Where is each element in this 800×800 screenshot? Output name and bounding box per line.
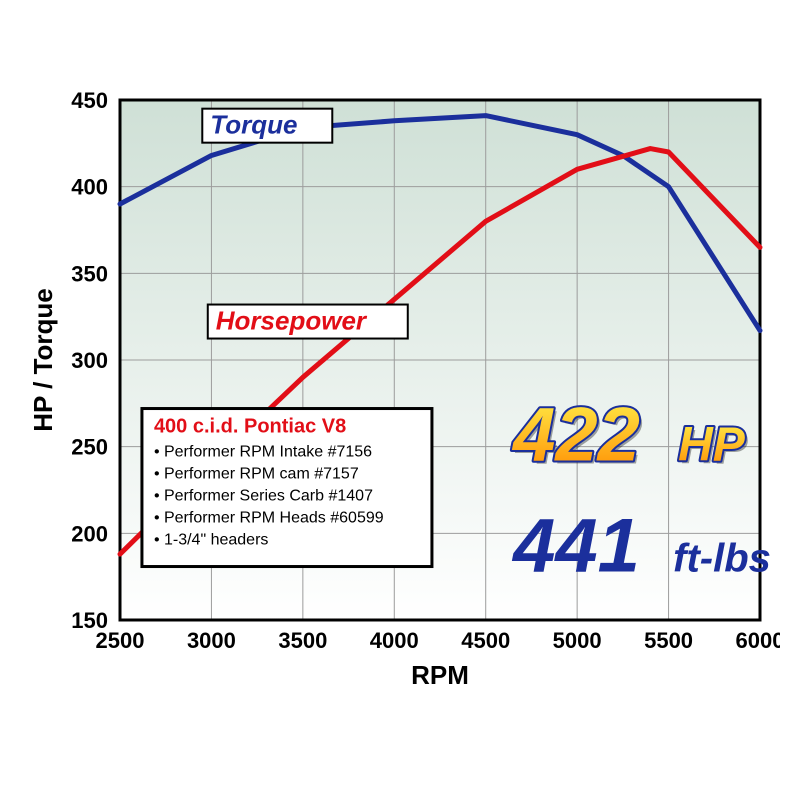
- result-hp-unit: HP: [678, 419, 746, 472]
- x-tick-label: 5500: [644, 628, 693, 653]
- engine-setup-item: • Performer RPM cam #7157: [154, 466, 359, 483]
- result-tq-value: 441: [511, 503, 640, 588]
- engine-setup-item: • Performer RPM Intake #7156: [154, 444, 372, 461]
- result-hp-value: 422: [511, 393, 640, 478]
- x-tick-label: 5000: [553, 628, 602, 653]
- y-tick-label: 300: [71, 348, 108, 373]
- y-tick-label: 200: [71, 521, 108, 546]
- engine-setup-item: • 1-3/4" headers: [154, 532, 268, 549]
- dyno-chart: 2500300035004000450050005500600015020025…: [20, 80, 780, 720]
- x-tick-label: 4500: [461, 628, 510, 653]
- dyno-chart-svg: 2500300035004000450050005500600015020025…: [20, 80, 780, 720]
- y-tick-label: 450: [71, 88, 108, 113]
- y-axis-label: HP / Torque: [28, 288, 58, 432]
- engine-setup-title: 400 c.i.d. Pontiac V8: [154, 416, 346, 438]
- y-tick-label: 150: [71, 608, 108, 633]
- y-tick-label: 250: [71, 435, 108, 460]
- y-tick-label: 400: [71, 175, 108, 200]
- engine-setup-item: • Performer RPM Heads #60599: [154, 510, 384, 527]
- result-tq-unit: ft-lbs: [673, 536, 771, 580]
- x-tick-label: 3500: [278, 628, 327, 653]
- series-label-horsepower: Horsepower: [216, 306, 368, 336]
- x-tick-label: 4000: [370, 628, 419, 653]
- series-label-torque: Torque: [210, 110, 297, 140]
- x-tick-label: 3000: [187, 628, 236, 653]
- x-axis-label: RPM: [411, 660, 469, 690]
- y-tick-label: 350: [71, 261, 108, 286]
- x-tick-label: 6000: [736, 628, 780, 653]
- engine-setup-item: • Performer Series Carb #1407: [154, 488, 373, 505]
